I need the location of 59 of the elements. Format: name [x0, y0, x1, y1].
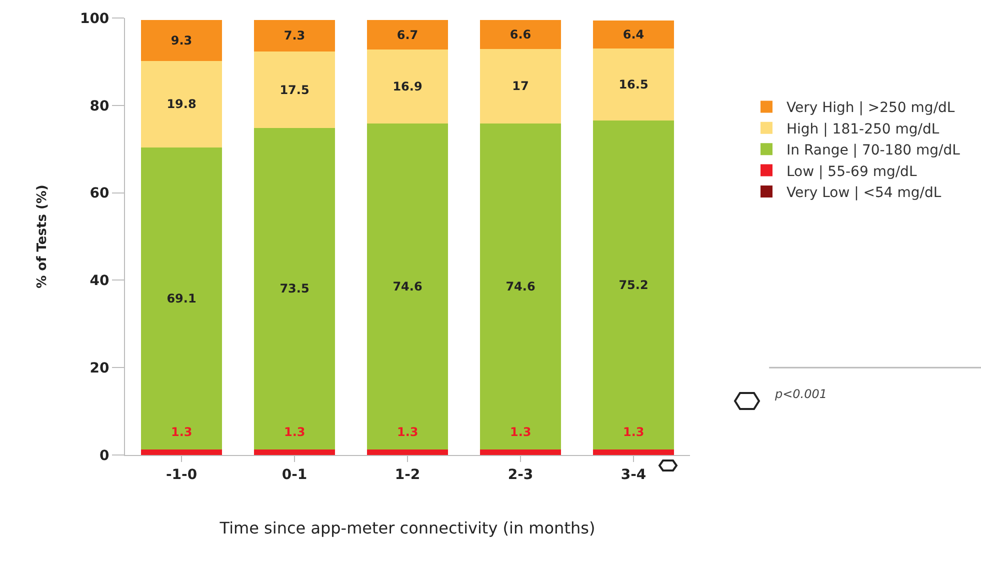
legend-label: Very Low | <54 mg/dL — [786, 184, 942, 201]
bar — [592, 120, 674, 450]
x-tick-label: 3-4 — [620, 466, 646, 483]
bar — [140, 449, 222, 455]
data-label: 17.5 — [280, 82, 310, 97]
data-label: 1.3 — [397, 425, 418, 439]
bar — [254, 52, 336, 128]
data-label: 6.7 — [396, 28, 418, 42]
data-label: 1.3 — [623, 425, 644, 439]
data-label: 69.1 — [166, 291, 196, 306]
legend-label: High | 181-250 mg/dL — [786, 121, 940, 138]
data-label: 7.3 — [284, 28, 306, 43]
bar — [480, 49, 562, 124]
y-tick-label: 0 — [99, 448, 110, 464]
data-label: 16.5 — [618, 78, 648, 92]
x-tick-label: 0-1 — [282, 466, 308, 483]
bar — [480, 20, 562, 50]
x-axis-title: Time since app-meter connectivity (in months) — [218, 518, 596, 538]
bar — [366, 449, 448, 455]
bar — [592, 20, 674, 49]
y-tick-label: 40 — [90, 273, 110, 290]
bar — [366, 123, 448, 450]
y-axis-title: % of Tests (%) — [34, 184, 50, 288]
bar — [140, 20, 222, 61]
data-label: 6.4 — [622, 28, 644, 42]
x-tick-label: 2-3 — [508, 466, 534, 483]
bar — [366, 20, 448, 50]
y-tick-label: 100 — [80, 10, 110, 27]
bar — [254, 128, 336, 450]
y-tick-label: 20 — [90, 360, 110, 376]
text: p<0.001 — [774, 387, 828, 401]
bar — [592, 449, 674, 455]
legend-label: Low | 55-69 mg/dL — [786, 164, 917, 180]
data-label: 17 — [512, 79, 529, 94]
data-label: 74.6 — [506, 279, 536, 294]
bar — [254, 449, 336, 455]
x-tick-label: -1-0 — [166, 466, 198, 483]
bar — [254, 20, 336, 52]
data-label: 1.3 — [284, 425, 306, 439]
bar — [480, 449, 562, 455]
data-label: 1.3 — [171, 425, 192, 439]
data-label: 73.5 — [280, 282, 310, 296]
bar — [592, 48, 674, 121]
data-label: 9.3 — [170, 34, 192, 48]
y-tick-label: 60 — [90, 186, 110, 202]
bar — [140, 60, 222, 148]
bar — [140, 147, 222, 450]
data-label: 1.3 — [510, 425, 532, 439]
data-label: 16.9 — [392, 79, 422, 94]
data-label: 6.6 — [510, 28, 532, 42]
y-tick-label: 80 — [90, 98, 110, 114]
legend-label: In Range | 70-180 mg/dL — [786, 142, 960, 159]
bar — [366, 49, 448, 124]
data-label: 19.8 — [166, 97, 196, 112]
data-label: 75.2 — [618, 278, 648, 292]
data-label: 74.6 — [392, 279, 422, 294]
x-tick-label: 1-2 — [394, 466, 420, 483]
bar — [480, 123, 562, 450]
legend-label: Very High | >250 mg/dL — [786, 100, 955, 116]
